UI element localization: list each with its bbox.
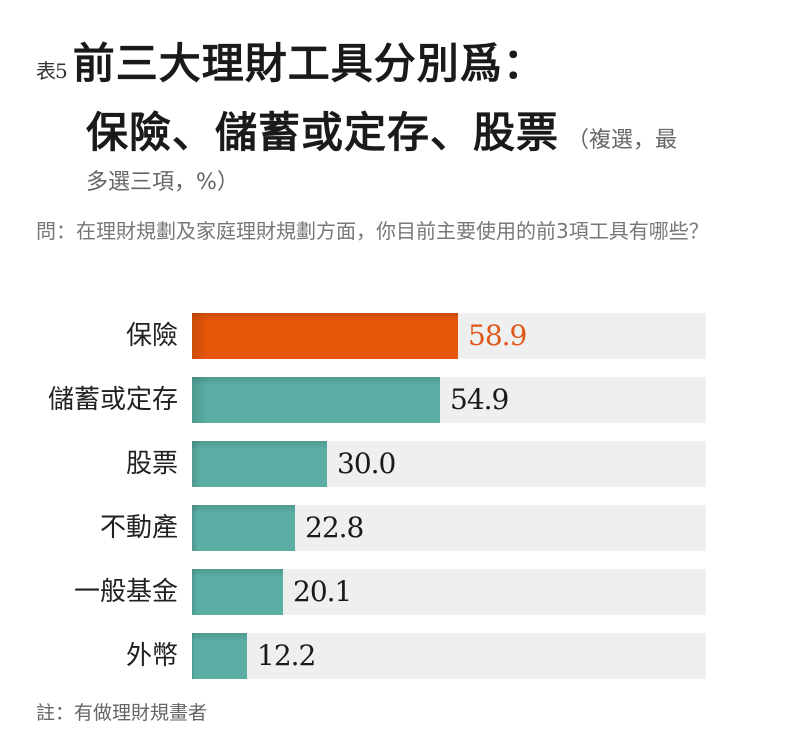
value-label: 30.0 bbox=[337, 447, 396, 480]
bar bbox=[192, 377, 440, 423]
bar-track: 58.9 bbox=[192, 313, 706, 359]
bar-track: 12.2 bbox=[192, 633, 706, 679]
bar-row: 股票 30.0 bbox=[0, 441, 792, 487]
category-label: 不動產 bbox=[99, 513, 178, 543]
value-label: 12.2 bbox=[257, 639, 316, 672]
category-label: 外幣 bbox=[125, 641, 178, 671]
value-label: 54.9 bbox=[450, 383, 509, 416]
bar bbox=[192, 633, 247, 679]
title-note-continued: 多選三項，%） bbox=[86, 170, 239, 195]
survey-question: 問：在理財規劃及家庭理財規劃方面，你目前主要使用的前3項工具有哪些？ bbox=[36, 219, 709, 243]
bar bbox=[192, 313, 458, 359]
category-label: 儲蓄或定存 bbox=[47, 385, 178, 415]
title-line-1: 前三大理財工具分別爲： bbox=[72, 39, 546, 88]
table-number: 表5 bbox=[36, 59, 68, 83]
value-label: 22.8 bbox=[305, 511, 364, 544]
bar-track: 20.1 bbox=[192, 569, 706, 615]
bar-track: 54.9 bbox=[192, 377, 706, 423]
value-label: 58.9 bbox=[468, 319, 527, 352]
bar-row: 儲蓄或定存 54.9 bbox=[0, 377, 792, 423]
value-label: 20.1 bbox=[293, 575, 352, 608]
category-label: 一般基金 bbox=[73, 577, 178, 607]
bar-track: 22.8 bbox=[192, 505, 706, 551]
footnote: 註：有做理財規畫者 bbox=[36, 702, 208, 724]
bar-row: 一般基金 20.1 bbox=[0, 569, 792, 615]
bar-row: 保險 58.9 bbox=[0, 313, 792, 359]
bar-row: 外幣 12.2 bbox=[0, 633, 792, 679]
chart-title: 表5 前三大理財工具分別爲： 保險、儲蓄或定存、股票 （複選，最 多選三項，%） bbox=[36, 30, 776, 196]
bar bbox=[192, 505, 295, 551]
bar-track: 30.0 bbox=[192, 441, 706, 487]
category-label: 股票 bbox=[125, 449, 178, 479]
bar bbox=[192, 569, 283, 615]
bar bbox=[192, 441, 327, 487]
title-note: （複選，最 bbox=[567, 128, 678, 153]
title-line-2: 保險、儲蓄或定存、股票 bbox=[86, 108, 560, 157]
bar-row: 不動產 22.8 bbox=[0, 505, 792, 551]
category-label: 保險 bbox=[125, 321, 178, 351]
